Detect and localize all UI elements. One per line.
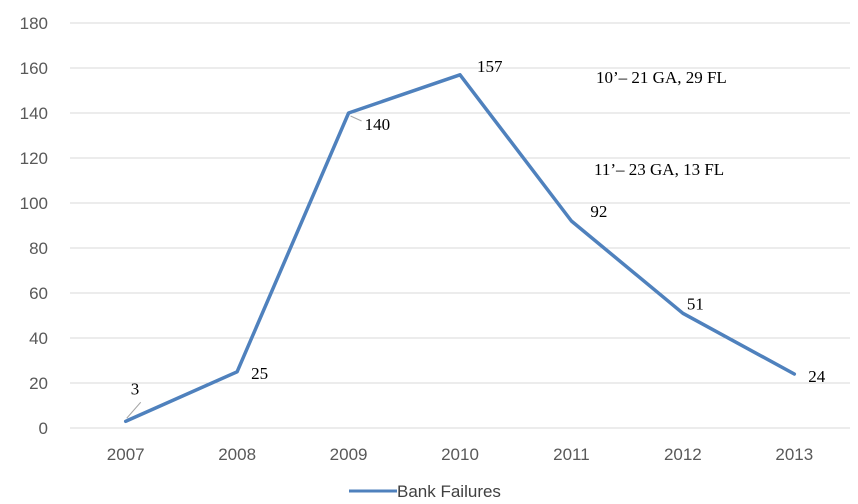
- y-tick-label: 160: [20, 59, 48, 78]
- data-label: 140: [365, 115, 391, 134]
- x-tick-label: 2007: [107, 445, 145, 464]
- x-tick-label: 2008: [218, 445, 256, 464]
- y-tick-label: 140: [20, 104, 48, 123]
- data-label: 25: [251, 364, 268, 383]
- x-tick-label: 2011: [553, 445, 590, 464]
- leader-line: [350, 115, 362, 122]
- data-label: 3: [131, 379, 140, 398]
- series-layer: [123, 73, 797, 424]
- y-tick-label: 80: [29, 239, 48, 258]
- y-tick-label: 100: [20, 194, 48, 213]
- y-tick-label: 180: [20, 14, 48, 33]
- x-tick-label: 2010: [441, 445, 479, 464]
- legend-label-bank-failures: Bank Failures: [397, 482, 501, 501]
- y-tick-label: 60: [29, 284, 48, 303]
- y-tick-label: 0: [39, 419, 48, 438]
- y-tick-label: 120: [20, 149, 48, 168]
- x-tick-label: 2009: [330, 445, 368, 464]
- leader-line: [126, 401, 142, 419]
- y-axis-ticks: 0 20 40 60 80 100 120 140 160 180: [20, 14, 48, 438]
- data-label: 92: [590, 202, 607, 221]
- data-label: 157: [477, 57, 503, 76]
- annotation-2010: 10’– 21 GA, 29 FL: [596, 68, 727, 87]
- grid-layer: [70, 22, 850, 429]
- data-labels: 3 25 140 157 92 51 24: [126, 57, 826, 419]
- x-tick-label: 2013: [775, 445, 813, 464]
- y-tick-label: 20: [29, 374, 48, 393]
- legend: Bank Failures: [349, 482, 501, 501]
- annotation-2011: 11’– 23 GA, 13 FL: [594, 160, 724, 179]
- data-label: 51: [687, 294, 704, 313]
- data-label: 24: [808, 367, 826, 386]
- series-line-bank-failures: [123, 73, 797, 424]
- x-tick-label: 2012: [664, 445, 702, 464]
- x-axis-ticks: 2007 2008 2009 2010 2011 2012 2013: [107, 445, 813, 464]
- y-tick-label: 40: [29, 329, 48, 348]
